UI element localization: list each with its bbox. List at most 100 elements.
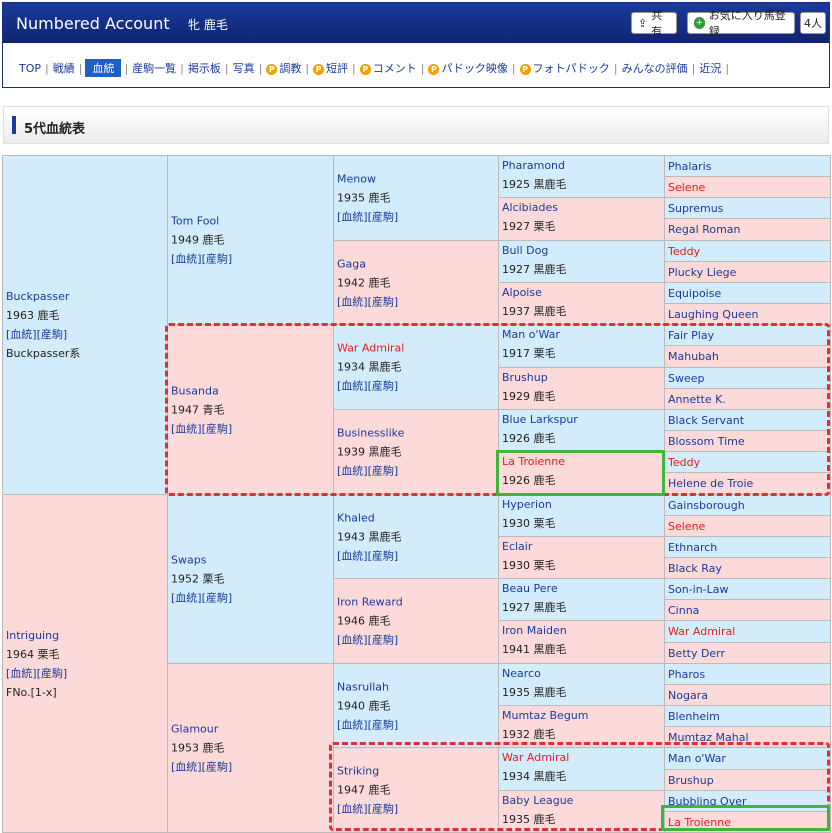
nav-item[interactable]: みんなの評価 (618, 60, 692, 76)
nav-item[interactable]: 写真 (229, 60, 259, 76)
horse-name-link[interactable]: Striking (337, 764, 380, 778)
horse-name-link[interactable]: War Admiral (502, 751, 570, 764)
horse-name-link[interactable]: Teddy (668, 455, 701, 469)
horse-name-link[interactable]: Man o'War (668, 752, 726, 765)
horse-name-link[interactable]: Brushup (668, 773, 714, 787)
pedigree-progeny-links[interactable]: [血統][産駒] (337, 210, 399, 224)
horse-name-link[interactable]: Equipoise (668, 286, 722, 300)
horse-name-link[interactable]: Iron Maiden (502, 624, 567, 637)
nav-item[interactable]: TOP (15, 62, 45, 75)
horse-name-link[interactable]: Gainsborough (668, 498, 745, 512)
horse-name-link[interactable]: Gaga (337, 257, 366, 270)
horse-name-link[interactable]: Laughing Queen (668, 307, 759, 321)
horse-name-link[interactable]: Tom Fool (171, 214, 220, 228)
horse-entry: Gainsborough (668, 496, 745, 515)
share-button[interactable]: ⇪ 共有 (631, 9, 677, 38)
horse-name-link[interactable]: Iron Reward (337, 595, 403, 609)
horse-name-link[interactable]: Helene de Troie (668, 477, 754, 490)
horse-name-link[interactable]: Mumtaz Begum (502, 709, 589, 722)
horse-name-link[interactable]: Selene (668, 180, 706, 194)
nav-item[interactable]: 掲示板 (184, 60, 225, 76)
pedigree-progeny-links[interactable]: [血統][産駒] (337, 718, 399, 731)
nav-item[interactable]: 産駒一覧 (128, 60, 180, 76)
pedigree-progeny-links[interactable]: [血統][産駒] (337, 464, 399, 478)
favorite-register-button[interactable]: + お気に入り馬登録 (687, 9, 795, 38)
nav-item[interactable]: 血統 (85, 59, 122, 77)
pedigree-progeny-links[interactable]: [血統][産駒] (171, 422, 233, 435)
app-title: Numbered Account (16, 14, 170, 33)
horse-name-link[interactable]: Mahubah (668, 350, 719, 363)
horse-name-link[interactable]: Nearco (502, 667, 541, 680)
horse-name-link[interactable]: Blossom Time (668, 434, 745, 448)
nav-item[interactable]: P 調教 (262, 60, 305, 76)
horse-name-link[interactable]: Teddy (668, 244, 701, 258)
horse-entry: Swaps 1952 栗毛 [血統][産駒] (171, 551, 232, 608)
horse-name-link[interactable]: Glamour (171, 722, 219, 736)
horse-name-link[interactable]: Businesslike (337, 426, 405, 440)
horse-name-link[interactable]: Fair Play (668, 328, 715, 342)
horse-name-link[interactable]: Hyperion (502, 498, 552, 511)
pedigree-progeny-links[interactable]: [血統][産駒] (337, 379, 399, 393)
pedigree-progeny-links[interactable]: [血統][産駒] (171, 591, 233, 605)
horse-name-link[interactable]: Menow (337, 172, 376, 186)
horse-year-color: 1964 栗毛 (6, 647, 60, 661)
pedigree-progeny-links[interactable]: [血統][産駒] (171, 252, 233, 266)
horse-name-link[interactable]: Alpoise (502, 286, 542, 299)
horse-name-link[interactable]: Annette K. (668, 392, 726, 406)
horse-name-link[interactable]: Nasrullah (337, 680, 390, 693)
horse-name-link[interactable]: Sweep (668, 371, 705, 385)
horse-name-link[interactable]: Blenheim (668, 709, 720, 723)
pedigree-progeny-links[interactable]: [血統][産駒] (337, 549, 399, 562)
horse-name-link[interactable]: La Troienne (502, 455, 566, 468)
pedigree-progeny-links[interactable]: [血統][産駒] (6, 328, 68, 341)
horse-name-link[interactable]: Son-in-Law (668, 582, 729, 596)
horse-name-link[interactable]: Busanda (171, 384, 219, 397)
horse-name-link[interactable]: Brushup (502, 371, 548, 384)
horse-name-link[interactable]: War Admiral (337, 341, 405, 355)
premium-icon: P (428, 64, 440, 75)
horse-name-link[interactable]: Plucky Liege (668, 265, 737, 279)
horse-name-link[interactable]: Beau Pere (502, 582, 558, 595)
horse-name-link[interactable]: Regal Roman (668, 223, 741, 236)
nav-item[interactable]: P コメント (356, 60, 421, 76)
pedigree-progeny-links[interactable]: [血統][産駒] (337, 633, 399, 647)
horse-name-link[interactable]: Bull Dog (502, 244, 549, 257)
horse-name-link[interactable]: Pharos (668, 667, 706, 681)
pedigree-progeny-links[interactable]: [血統][産駒] (337, 295, 399, 308)
pedigree-progeny-links[interactable]: [血統][産駒] (171, 760, 233, 774)
pedigree-progeny-links[interactable]: [血統][産駒] (337, 802, 399, 816)
horse-name-link[interactable]: Blue Larkspur (502, 413, 578, 426)
nav-item[interactable]: P 短評 (309, 60, 352, 76)
pedigree-progeny-links[interactable]: [血統][産駒] (6, 666, 68, 680)
nav-item[interactable]: P パドック映像 (424, 60, 511, 76)
horse-name-link[interactable]: Man o'War (502, 328, 560, 341)
horse-year-color: 1935 鹿毛 (337, 191, 391, 205)
horse-entry: Blue Larkspur 1926 鹿毛 (502, 410, 661, 448)
horse-entry: Laughing Queen (668, 305, 758, 324)
horse-name-link[interactable]: Buckpasser (6, 290, 70, 303)
horse-name-link[interactable]: War Admiral (668, 625, 736, 638)
horse-name-link[interactable]: Cinna (668, 603, 700, 617)
nav-item[interactable]: 近況 (695, 60, 725, 76)
horse-name-link[interactable]: La Troienne (668, 815, 732, 829)
horse-name-link[interactable]: Khaled (337, 511, 375, 524)
horse-year-color: 1943 黒鹿毛 (337, 530, 402, 543)
horse-name-link[interactable]: Black Servant (668, 413, 745, 427)
horse-name-link[interactable]: Selene (668, 519, 706, 533)
nav-item[interactable]: P フォトパドック (516, 60, 614, 76)
horse-name-link[interactable]: Black Ray (668, 561, 722, 575)
horse-name-link[interactable]: Phalaris (668, 159, 712, 173)
nav-item[interactable]: 戦績 (49, 60, 79, 76)
horse-name-link[interactable]: Ethnarch (668, 540, 718, 554)
horse-name-link[interactable]: Intriguing (6, 628, 60, 642)
horse-name-link[interactable]: Alcibiades (502, 201, 558, 214)
horse-name-link[interactable]: Supremus (668, 201, 724, 215)
horse-name-link[interactable]: Swaps (171, 553, 207, 567)
horse-name-link[interactable]: Mumtaz Mahal (668, 730, 749, 744)
horse-name-link[interactable]: Eclair (502, 540, 533, 553)
horse-name-link[interactable]: Baby League (502, 794, 574, 807)
horse-name-link[interactable]: Pharamond (502, 159, 566, 172)
horse-name-link[interactable]: Bubbling Over (668, 794, 747, 808)
horse-name-link[interactable]: Nogara (668, 688, 708, 702)
horse-name-link[interactable]: Betty Derr (668, 646, 726, 660)
